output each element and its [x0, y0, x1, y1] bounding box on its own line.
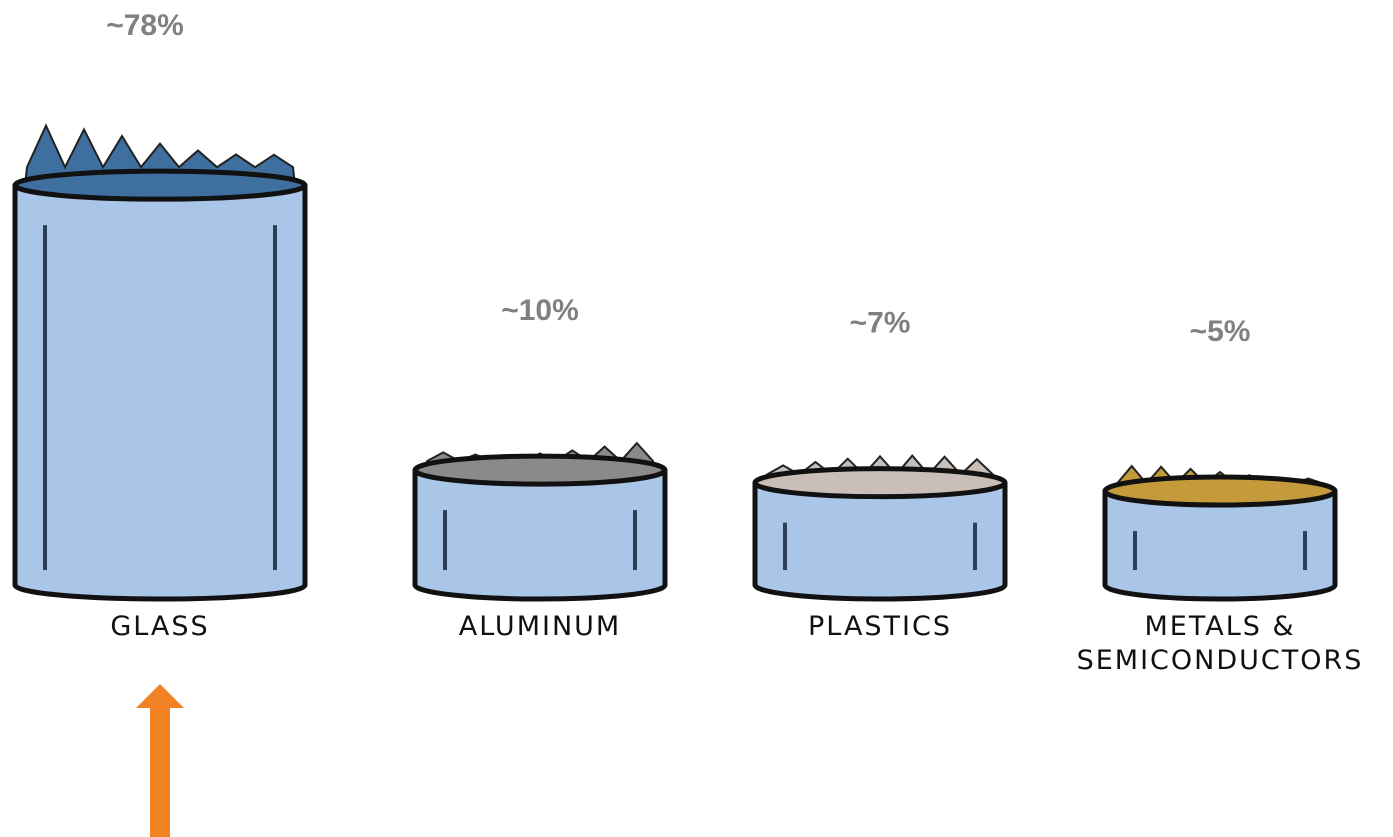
value-label: ~78% [106, 9, 184, 42]
cylinder-rim [412, 453, 668, 487]
value-label: ~5% [1190, 315, 1251, 348]
value-label: ~10% [501, 294, 579, 327]
category-label: ALUMINUM [458, 611, 622, 642]
cylinder [412, 470, 668, 602]
cylinder-rim [1102, 474, 1338, 508]
cylinder [752, 482, 1008, 602]
category-label: PLASTICS [808, 611, 952, 642]
cylinder-rim [12, 168, 308, 202]
arrow [136, 684, 184, 837]
cylinder-rim [752, 466, 1008, 500]
category-label: GLASS [110, 611, 210, 642]
category-label: METALS & SEMICONDUCTORS [1076, 611, 1364, 676]
cylinder [12, 185, 308, 602]
value-label: ~7% [850, 307, 911, 340]
cylinder [1102, 491, 1338, 602]
